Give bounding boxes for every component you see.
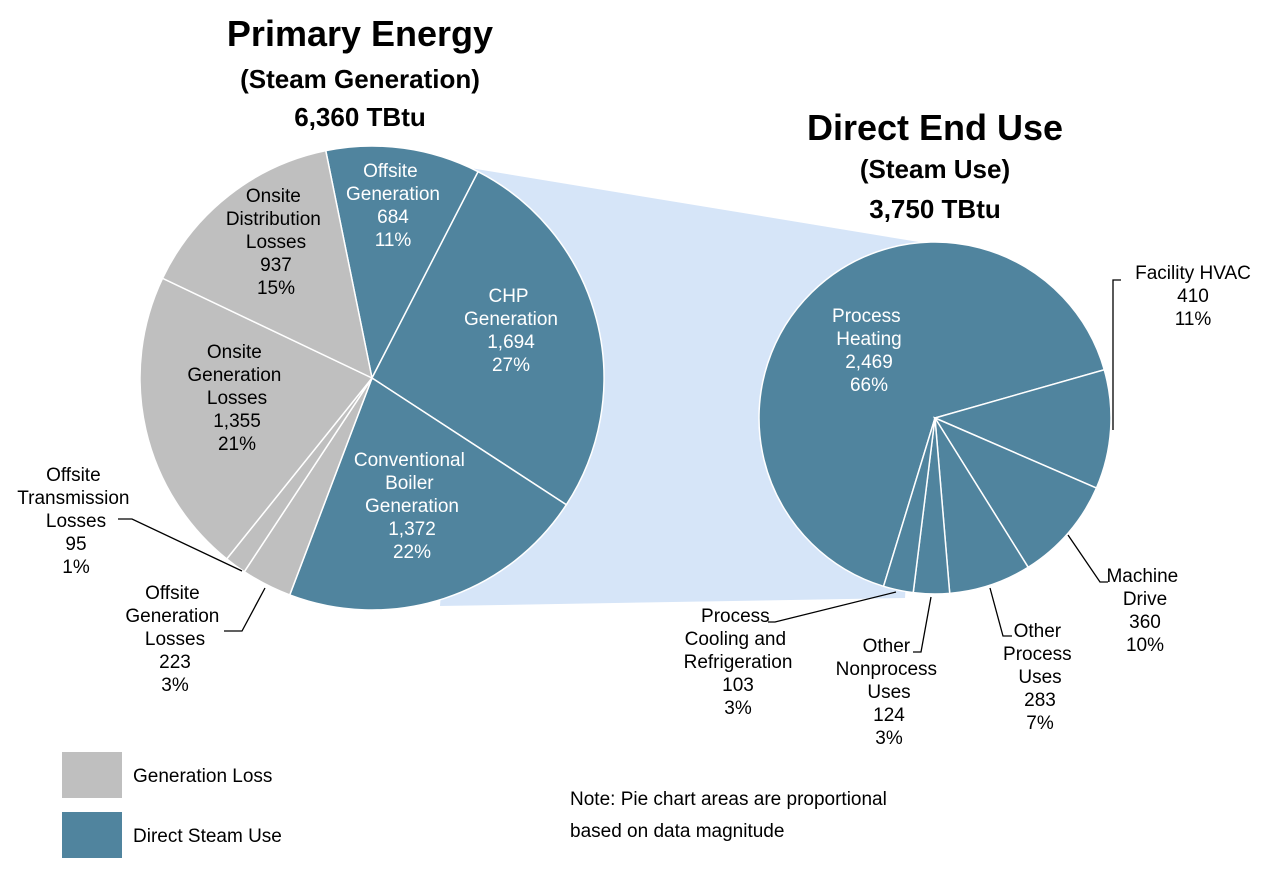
value-label: 1,372 [388,519,436,540]
percent-label: 27% [492,355,530,376]
legend-label: Direct Steam Use [133,826,282,847]
value-label: 360 [1129,612,1161,633]
pie-title: Primary Energy [227,13,493,54]
pie-slice [324,145,480,381]
pie-slice [758,241,1106,588]
slice-label: Machine Drive [1106,566,1183,610]
pie-slice [932,368,1112,490]
slice-label: Onsite Generation Losses [187,342,286,409]
legend-swatch [62,752,122,798]
percent-label: 1% [62,557,90,578]
value-label: 124 [873,705,905,726]
slice-label: Process Heating [832,306,906,350]
slice-label: Conventional Boiler Generation [354,450,470,517]
leader-line [1067,534,1108,583]
percent-label: 3% [161,675,189,696]
leader-line [224,587,266,632]
pie-total: 3,750 TBtu [869,194,1001,224]
percent-label: 3% [875,728,903,749]
leader-line [1112,279,1121,430]
slice-label: Other Process Uses [1003,621,1077,688]
pie-subtitle: (Steam Use) [860,154,1010,184]
slice-label: Offsite Generation [346,161,440,205]
slice-label: CHP Generation [464,286,558,330]
value-label: 410 [1177,286,1209,307]
value-label: 283 [1024,690,1056,711]
slice-label: Onsite Distribution Losses [226,186,326,253]
leader-line [913,596,932,653]
value-label: 223 [159,652,191,673]
slice-label: Offsite Transmission Losses [17,465,135,532]
value-label: 1,694 [487,332,535,353]
value-label: 1,355 [213,411,261,432]
pie-slice [371,170,605,506]
slice-label: Offsite Generation Losses [125,583,224,650]
legend-label: Generation Loss [133,766,272,787]
pie-total: 6,360 TBtu [294,102,426,132]
percent-label: 21% [218,434,256,455]
percent-label: 10% [1126,635,1164,656]
value-label: 103 [722,675,754,696]
percent-label: 3% [724,698,752,719]
pie-slice [161,149,374,380]
value-label: 95 [65,534,86,555]
percent-label: 7% [1026,713,1054,734]
slice-label: Other Nonprocess Uses [836,636,943,703]
pie-title: Direct End Use [807,107,1063,148]
slice-label: Process Cooling and Refrigeration [684,606,793,673]
leader-line [768,591,897,623]
leader-line [989,587,1012,637]
pie-slice [288,376,568,611]
pies [139,145,1112,611]
legend-swatch [62,812,122,858]
percent-label: 11% [1175,309,1212,330]
percent-label: 66% [850,375,888,396]
pie-slice [882,417,936,594]
note: Note: Pie chart areas are proportional b… [570,789,892,842]
value-label: 684 [377,207,409,228]
value-label: 937 [260,255,292,276]
value-label: 2,469 [845,352,893,373]
pie-slice [139,277,374,560]
percent-label: 11% [375,230,412,251]
pie-slice [933,416,1098,569]
percent-label: 22% [393,542,431,563]
pie-subtitle: (Steam Generation) [240,64,480,94]
leader-line [118,518,243,572]
percent-label: 15% [257,278,295,299]
slice-label: Facility HVAC [1135,263,1251,284]
